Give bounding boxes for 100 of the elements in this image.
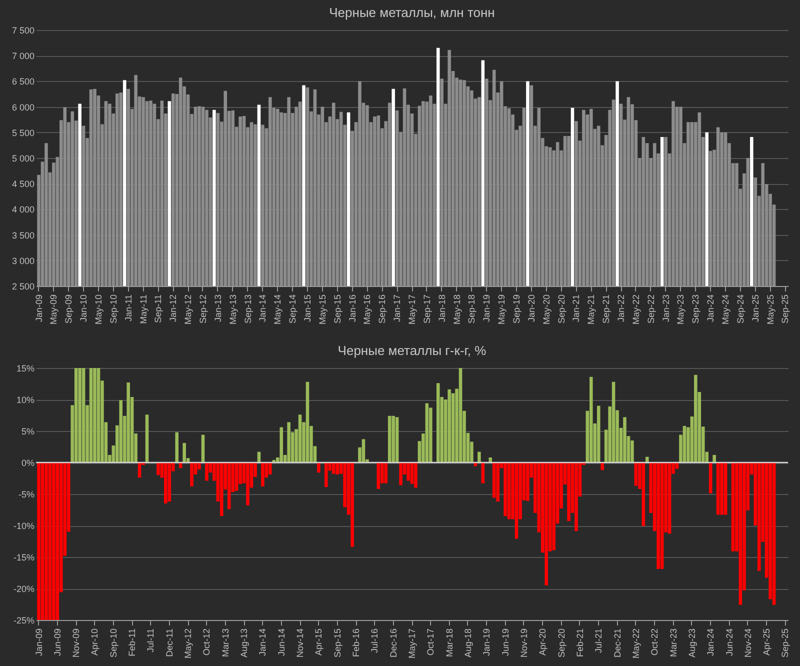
bar <box>261 462 264 486</box>
y-tick-label: 5% <box>21 426 34 436</box>
bar <box>56 462 60 620</box>
x-tick-label: May-24 <box>720 294 731 325</box>
bar <box>119 400 123 462</box>
bar <box>712 454 716 462</box>
y-tick-label: -20% <box>13 584 34 594</box>
x-tick-label: Sep-15 <box>332 628 342 658</box>
bar <box>567 462 570 522</box>
x-tick-label: Sep-25 <box>780 294 790 324</box>
bar <box>227 462 231 510</box>
x-tick-label: Sep-22 <box>646 294 656 324</box>
y-tick-label: -15% <box>13 552 34 562</box>
x-tick-label: Jan-24 <box>706 294 716 322</box>
bar <box>350 462 354 547</box>
x-tick-label: Jan-10 <box>78 294 89 322</box>
bar <box>642 462 646 526</box>
x-tick-label: May-20 <box>541 294 552 325</box>
x-tick-label: Sep-24 <box>735 294 746 324</box>
x-tick-label: Jan-11 <box>123 294 134 322</box>
x-tick-label: Jun-24 <box>724 628 734 656</box>
x-tick-label: Jan-13 <box>212 294 223 322</box>
x-tick-label: Sep-23 <box>690 294 701 324</box>
bar <box>612 382 616 462</box>
x-tick-label: Jan-18 <box>436 294 447 322</box>
bar <box>708 462 712 494</box>
bar <box>646 456 649 462</box>
bar <box>40 462 44 620</box>
bar <box>488 457 492 462</box>
x-tick-label: Jan-23 <box>660 294 671 322</box>
x-tick-label: Sep-10 <box>108 294 118 324</box>
bar <box>317 462 320 473</box>
bar <box>429 408 432 462</box>
bar <box>384 462 388 484</box>
x-tick-label: May-13 <box>228 294 238 325</box>
bar <box>268 462 272 474</box>
y-tick-label: 6 500 <box>12 76 34 87</box>
x-tick-label: Sep-09 <box>64 294 74 324</box>
bar <box>164 462 168 504</box>
y-tick-label: 10% <box>16 395 34 405</box>
x-tick-label: May-23 <box>676 294 686 325</box>
x-tick-label: Sep-12 <box>198 294 208 324</box>
bar <box>507 462 511 520</box>
bar <box>481 462 485 484</box>
bar <box>168 462 172 502</box>
x-tick-label: May-09 <box>48 294 59 325</box>
bar <box>492 462 496 498</box>
x-tick-label: Jan-12 <box>168 294 178 322</box>
y-tick-label: -25% <box>13 616 34 626</box>
x-tick-label: Feb-11 <box>127 628 138 656</box>
y-tick-label: 7 000 <box>12 51 34 62</box>
bar <box>724 462 728 515</box>
bar <box>388 416 392 462</box>
x-tick-label: Jun-09 <box>52 628 62 656</box>
y-tick-label: 4 000 <box>12 204 34 215</box>
x-tick-label: May-19 <box>496 294 507 325</box>
x-tick-label: Sep-17 <box>422 294 432 324</box>
bar <box>656 462 660 569</box>
bar <box>600 462 604 470</box>
x-tick-label: Jul-11 <box>146 628 156 652</box>
x-tick-label: Apr-10 <box>90 628 100 656</box>
bar <box>590 376 593 462</box>
bar <box>362 439 366 462</box>
x-tick-label: Feb-16 <box>351 628 362 658</box>
x-tick-label: May-22 <box>630 628 641 659</box>
x-tick-label: Sep-20 <box>556 628 566 658</box>
bar <box>395 417 399 462</box>
x-tick-label: Jan-14 <box>258 628 268 656</box>
bar <box>526 462 530 501</box>
bar <box>220 462 224 516</box>
y-tick-label: 0% <box>21 458 34 468</box>
x-tick-label: Sep-10 <box>108 628 118 658</box>
bar <box>78 368 82 462</box>
bar <box>280 427 284 462</box>
bar <box>414 462 418 488</box>
bar <box>74 368 78 462</box>
bar <box>298 414 302 462</box>
x-tick-label: Jan-20 <box>526 294 536 322</box>
bar <box>458 368 462 462</box>
x-tick-label: Nov-19 <box>518 628 529 658</box>
y-tick-label: 3 500 <box>12 230 34 240</box>
x-tick-label: Aug-23 <box>686 628 697 658</box>
bar <box>496 462 500 502</box>
x-tick-label: Jan-16 <box>347 294 358 322</box>
x-tick-label: Apr-25 <box>762 628 772 656</box>
x-tick-label: Mar-18 <box>444 628 454 658</box>
y-tick-label: 3 000 <box>12 256 34 266</box>
bar <box>634 462 638 486</box>
x-tick-label: Sep-25 <box>780 628 790 658</box>
x-tick-label: Aug-13 <box>239 628 250 658</box>
bar <box>145 414 149 462</box>
x-tick-label: Jan-19 <box>482 628 492 656</box>
bar <box>504 462 507 516</box>
bar <box>324 462 328 488</box>
y-tick-label: -10% <box>13 521 34 531</box>
x-tick-label: Jan-21 <box>571 294 582 322</box>
bar <box>410 462 414 484</box>
bar <box>694 374 698 462</box>
bar <box>246 462 250 506</box>
bar <box>399 462 402 486</box>
